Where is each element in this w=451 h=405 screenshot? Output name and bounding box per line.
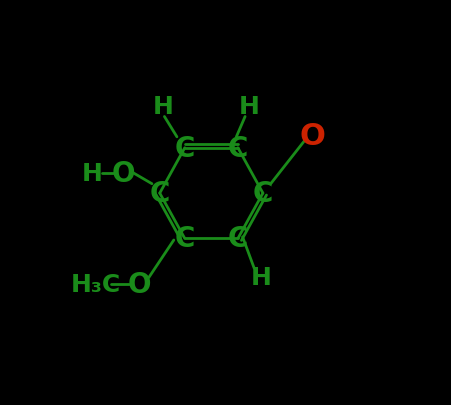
Text: C: C [174, 134, 194, 162]
Text: C: C [149, 180, 170, 208]
Text: C: C [227, 134, 248, 162]
Text: O: O [112, 160, 135, 187]
Text: O: O [299, 122, 325, 150]
Text: H: H [82, 161, 103, 185]
Text: C: C [252, 180, 272, 208]
Text: H₃C: H₃C [70, 272, 120, 296]
Text: H: H [152, 94, 173, 118]
Text: O: O [127, 270, 151, 298]
Text: H: H [238, 94, 259, 118]
Text: H: H [250, 266, 271, 290]
Text: C: C [227, 225, 248, 253]
Text: C: C [174, 225, 194, 253]
